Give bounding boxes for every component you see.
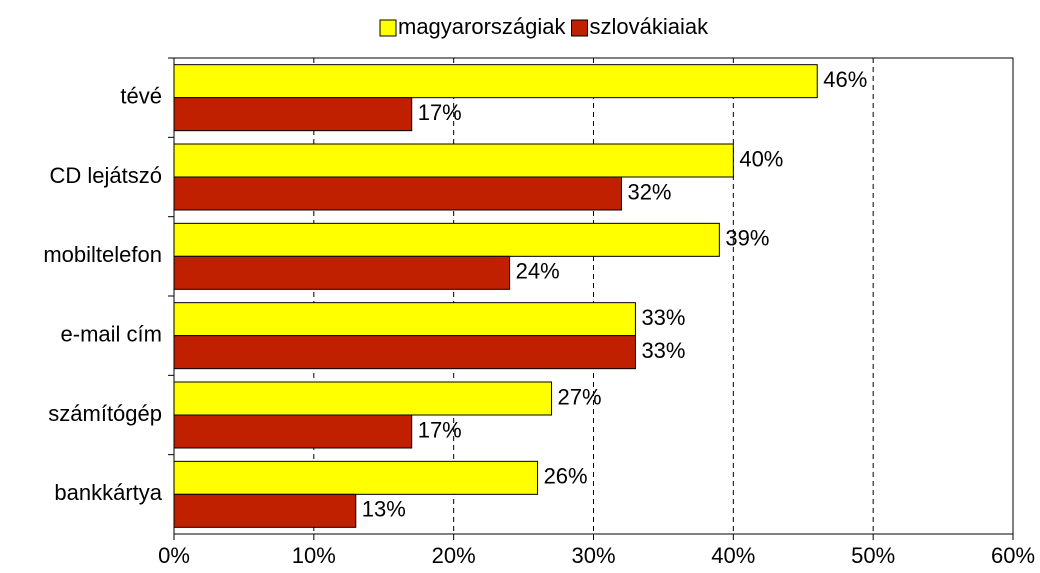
x-tick-label: 40%	[711, 543, 755, 568]
value-label: 39%	[725, 226, 769, 251]
value-label: 26%	[544, 464, 588, 489]
bar	[173, 335, 636, 370]
legend-swatch	[379, 19, 397, 37]
value-label: 17%	[418, 100, 462, 125]
legend-label: szlovákiaiak	[590, 14, 710, 39]
bar	[173, 222, 720, 257]
value-label: 40%	[739, 146, 783, 171]
x-tick-label: 10%	[292, 543, 336, 568]
y-tick-label: mobiltelefon	[43, 242, 162, 267]
x-tick-label: 0%	[158, 543, 190, 568]
value-label: 32%	[627, 179, 671, 204]
bar	[173, 493, 357, 528]
value-label: 24%	[516, 259, 560, 284]
value-label: 46%	[823, 67, 867, 92]
y-tick-label: számítógép	[48, 401, 162, 426]
value-label: 17%	[418, 417, 462, 442]
y-tick-label: tévé	[120, 83, 162, 108]
bar	[173, 414, 413, 449]
bar	[173, 176, 622, 211]
bar	[173, 64, 818, 99]
legend-swatch	[571, 19, 589, 37]
bar	[173, 97, 413, 132]
bar	[173, 143, 734, 178]
value-label: 33%	[641, 338, 685, 363]
value-label: 27%	[558, 384, 602, 409]
x-tick-label: 50%	[851, 543, 895, 568]
bar	[173, 255, 511, 290]
bar	[173, 381, 553, 416]
x-tick-label: 20%	[432, 543, 476, 568]
y-tick-label: e-mail cím	[61, 321, 162, 346]
bar	[173, 302, 636, 337]
legend-label: magyarországiak	[398, 14, 567, 39]
x-tick-label: 60%	[991, 543, 1035, 568]
y-tick-label: CD lejátszó	[50, 163, 162, 188]
x-tick-label: 30%	[571, 543, 615, 568]
value-label: 33%	[641, 305, 685, 330]
bar	[173, 460, 539, 495]
value-label: 13%	[362, 497, 406, 522]
y-tick-label: bankkártya	[54, 480, 162, 505]
